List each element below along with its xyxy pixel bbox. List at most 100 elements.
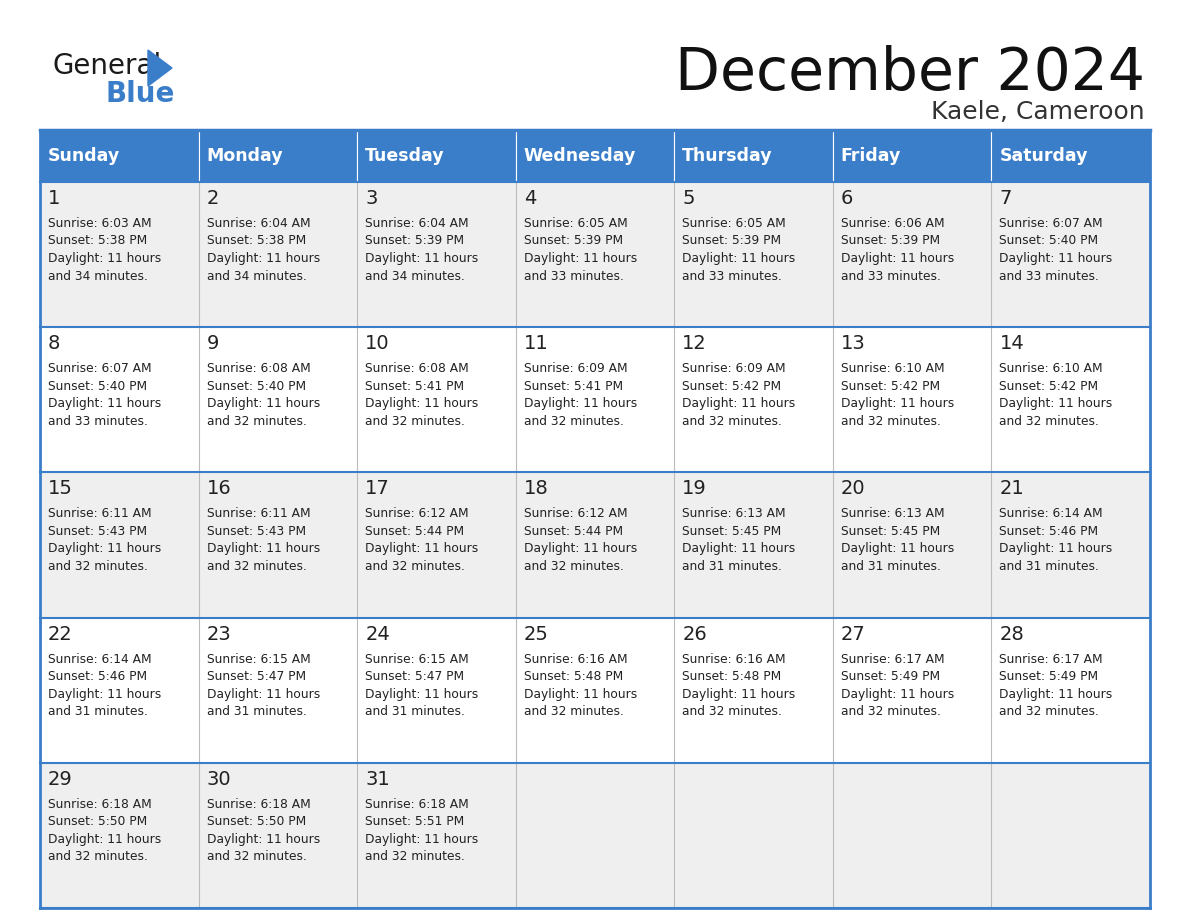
Text: Daylight: 11 hours: Daylight: 11 hours xyxy=(682,543,796,555)
Text: and 32 minutes.: and 32 minutes. xyxy=(365,415,465,428)
Text: Daylight: 11 hours: Daylight: 11 hours xyxy=(524,688,637,700)
Text: 6: 6 xyxy=(841,189,853,208)
Bar xyxy=(516,473,675,618)
Text: Sunrise: 6:16 AM: Sunrise: 6:16 AM xyxy=(682,653,786,666)
Text: Sunset: 5:39 PM: Sunset: 5:39 PM xyxy=(365,234,465,248)
Bar xyxy=(358,473,516,618)
Text: Sunrise: 6:16 AM: Sunrise: 6:16 AM xyxy=(524,653,627,666)
Text: 2: 2 xyxy=(207,189,219,208)
Bar xyxy=(833,130,992,182)
Text: and 32 minutes.: and 32 minutes. xyxy=(48,560,147,573)
Text: Sunset: 5:44 PM: Sunset: 5:44 PM xyxy=(524,525,623,538)
Text: Sunset: 5:40 PM: Sunset: 5:40 PM xyxy=(999,234,1099,248)
Text: Sunrise: 6:04 AM: Sunrise: 6:04 AM xyxy=(365,217,469,230)
Text: Sunset: 5:47 PM: Sunset: 5:47 PM xyxy=(365,670,465,683)
Bar xyxy=(833,618,992,763)
Text: Thursday: Thursday xyxy=(682,147,773,165)
Text: Daylight: 11 hours: Daylight: 11 hours xyxy=(999,688,1113,700)
Text: Daylight: 11 hours: Daylight: 11 hours xyxy=(999,252,1113,265)
Bar xyxy=(198,130,358,182)
Text: Sunset: 5:50 PM: Sunset: 5:50 PM xyxy=(48,815,147,828)
Text: Daylight: 11 hours: Daylight: 11 hours xyxy=(682,688,796,700)
Bar xyxy=(358,618,516,763)
Text: Monday: Monday xyxy=(207,147,283,165)
Text: and 32 minutes.: and 32 minutes. xyxy=(999,415,1099,428)
Bar xyxy=(358,327,516,473)
Bar xyxy=(40,182,198,327)
Text: Daylight: 11 hours: Daylight: 11 hours xyxy=(207,397,320,410)
Text: Sunrise: 6:10 AM: Sunrise: 6:10 AM xyxy=(999,363,1102,375)
Text: Blue: Blue xyxy=(105,80,175,108)
Text: Daylight: 11 hours: Daylight: 11 hours xyxy=(682,252,796,265)
Text: and 32 minutes.: and 32 minutes. xyxy=(365,850,465,863)
Bar xyxy=(992,763,1150,908)
Text: and 33 minutes.: and 33 minutes. xyxy=(48,415,147,428)
Text: December 2024: December 2024 xyxy=(675,45,1145,102)
Text: Sunset: 5:48 PM: Sunset: 5:48 PM xyxy=(682,670,782,683)
Text: and 32 minutes.: and 32 minutes. xyxy=(682,705,782,718)
Text: Sunrise: 6:18 AM: Sunrise: 6:18 AM xyxy=(207,798,310,811)
Text: Daylight: 11 hours: Daylight: 11 hours xyxy=(524,397,637,410)
Text: 9: 9 xyxy=(207,334,219,353)
Text: Daylight: 11 hours: Daylight: 11 hours xyxy=(841,543,954,555)
Text: and 32 minutes.: and 32 minutes. xyxy=(999,705,1099,718)
Text: 10: 10 xyxy=(365,334,390,353)
Text: 23: 23 xyxy=(207,624,232,644)
Bar xyxy=(992,182,1150,327)
Bar xyxy=(675,473,833,618)
Bar xyxy=(198,618,358,763)
Text: Sunrise: 6:09 AM: Sunrise: 6:09 AM xyxy=(524,363,627,375)
Text: Daylight: 11 hours: Daylight: 11 hours xyxy=(999,397,1113,410)
Bar xyxy=(833,327,992,473)
Bar xyxy=(992,473,1150,618)
Text: and 32 minutes.: and 32 minutes. xyxy=(524,560,624,573)
Text: Sunset: 5:49 PM: Sunset: 5:49 PM xyxy=(841,670,940,683)
Text: Sunrise: 6:05 AM: Sunrise: 6:05 AM xyxy=(682,217,786,230)
Text: 4: 4 xyxy=(524,189,536,208)
Bar xyxy=(516,763,675,908)
Text: Sunset: 5:50 PM: Sunset: 5:50 PM xyxy=(207,815,305,828)
Text: Daylight: 11 hours: Daylight: 11 hours xyxy=(524,252,637,265)
Text: 20: 20 xyxy=(841,479,866,498)
Bar xyxy=(516,327,675,473)
Text: 7: 7 xyxy=(999,189,1012,208)
Bar xyxy=(198,763,358,908)
Text: 25: 25 xyxy=(524,624,549,644)
Text: Daylight: 11 hours: Daylight: 11 hours xyxy=(207,543,320,555)
Text: Daylight: 11 hours: Daylight: 11 hours xyxy=(365,397,479,410)
Text: Sunset: 5:48 PM: Sunset: 5:48 PM xyxy=(524,670,623,683)
Bar xyxy=(992,618,1150,763)
Text: Sunset: 5:49 PM: Sunset: 5:49 PM xyxy=(999,670,1099,683)
Text: Saturday: Saturday xyxy=(999,147,1088,165)
Text: and 33 minutes.: and 33 minutes. xyxy=(682,270,782,283)
Text: and 32 minutes.: and 32 minutes. xyxy=(524,705,624,718)
Bar xyxy=(992,130,1150,182)
Text: Sunrise: 6:15 AM: Sunrise: 6:15 AM xyxy=(365,653,469,666)
Text: Sunrise: 6:15 AM: Sunrise: 6:15 AM xyxy=(207,653,310,666)
Text: 5: 5 xyxy=(682,189,695,208)
Text: Daylight: 11 hours: Daylight: 11 hours xyxy=(841,252,954,265)
Bar xyxy=(833,473,992,618)
Bar xyxy=(358,130,516,182)
Text: Sunrise: 6:12 AM: Sunrise: 6:12 AM xyxy=(524,508,627,521)
Text: Sunrise: 6:14 AM: Sunrise: 6:14 AM xyxy=(48,653,152,666)
Bar xyxy=(833,182,992,327)
Text: Sunrise: 6:07 AM: Sunrise: 6:07 AM xyxy=(48,363,152,375)
Polygon shape xyxy=(148,50,172,86)
Bar xyxy=(40,618,198,763)
Text: Friday: Friday xyxy=(841,147,902,165)
Text: Sunset: 5:42 PM: Sunset: 5:42 PM xyxy=(841,380,940,393)
Text: Sunday: Sunday xyxy=(48,147,120,165)
Text: Sunset: 5:43 PM: Sunset: 5:43 PM xyxy=(207,525,305,538)
Text: Sunset: 5:38 PM: Sunset: 5:38 PM xyxy=(207,234,305,248)
Text: Sunrise: 6:04 AM: Sunrise: 6:04 AM xyxy=(207,217,310,230)
Text: Daylight: 11 hours: Daylight: 11 hours xyxy=(48,688,162,700)
Text: Sunset: 5:47 PM: Sunset: 5:47 PM xyxy=(207,670,305,683)
Text: Sunrise: 6:07 AM: Sunrise: 6:07 AM xyxy=(999,217,1102,230)
Text: Sunrise: 6:08 AM: Sunrise: 6:08 AM xyxy=(207,363,310,375)
Text: Sunset: 5:46 PM: Sunset: 5:46 PM xyxy=(999,525,1099,538)
Text: Sunrise: 6:13 AM: Sunrise: 6:13 AM xyxy=(841,508,944,521)
Text: 24: 24 xyxy=(365,624,390,644)
Bar xyxy=(675,763,833,908)
Text: Daylight: 11 hours: Daylight: 11 hours xyxy=(48,543,162,555)
